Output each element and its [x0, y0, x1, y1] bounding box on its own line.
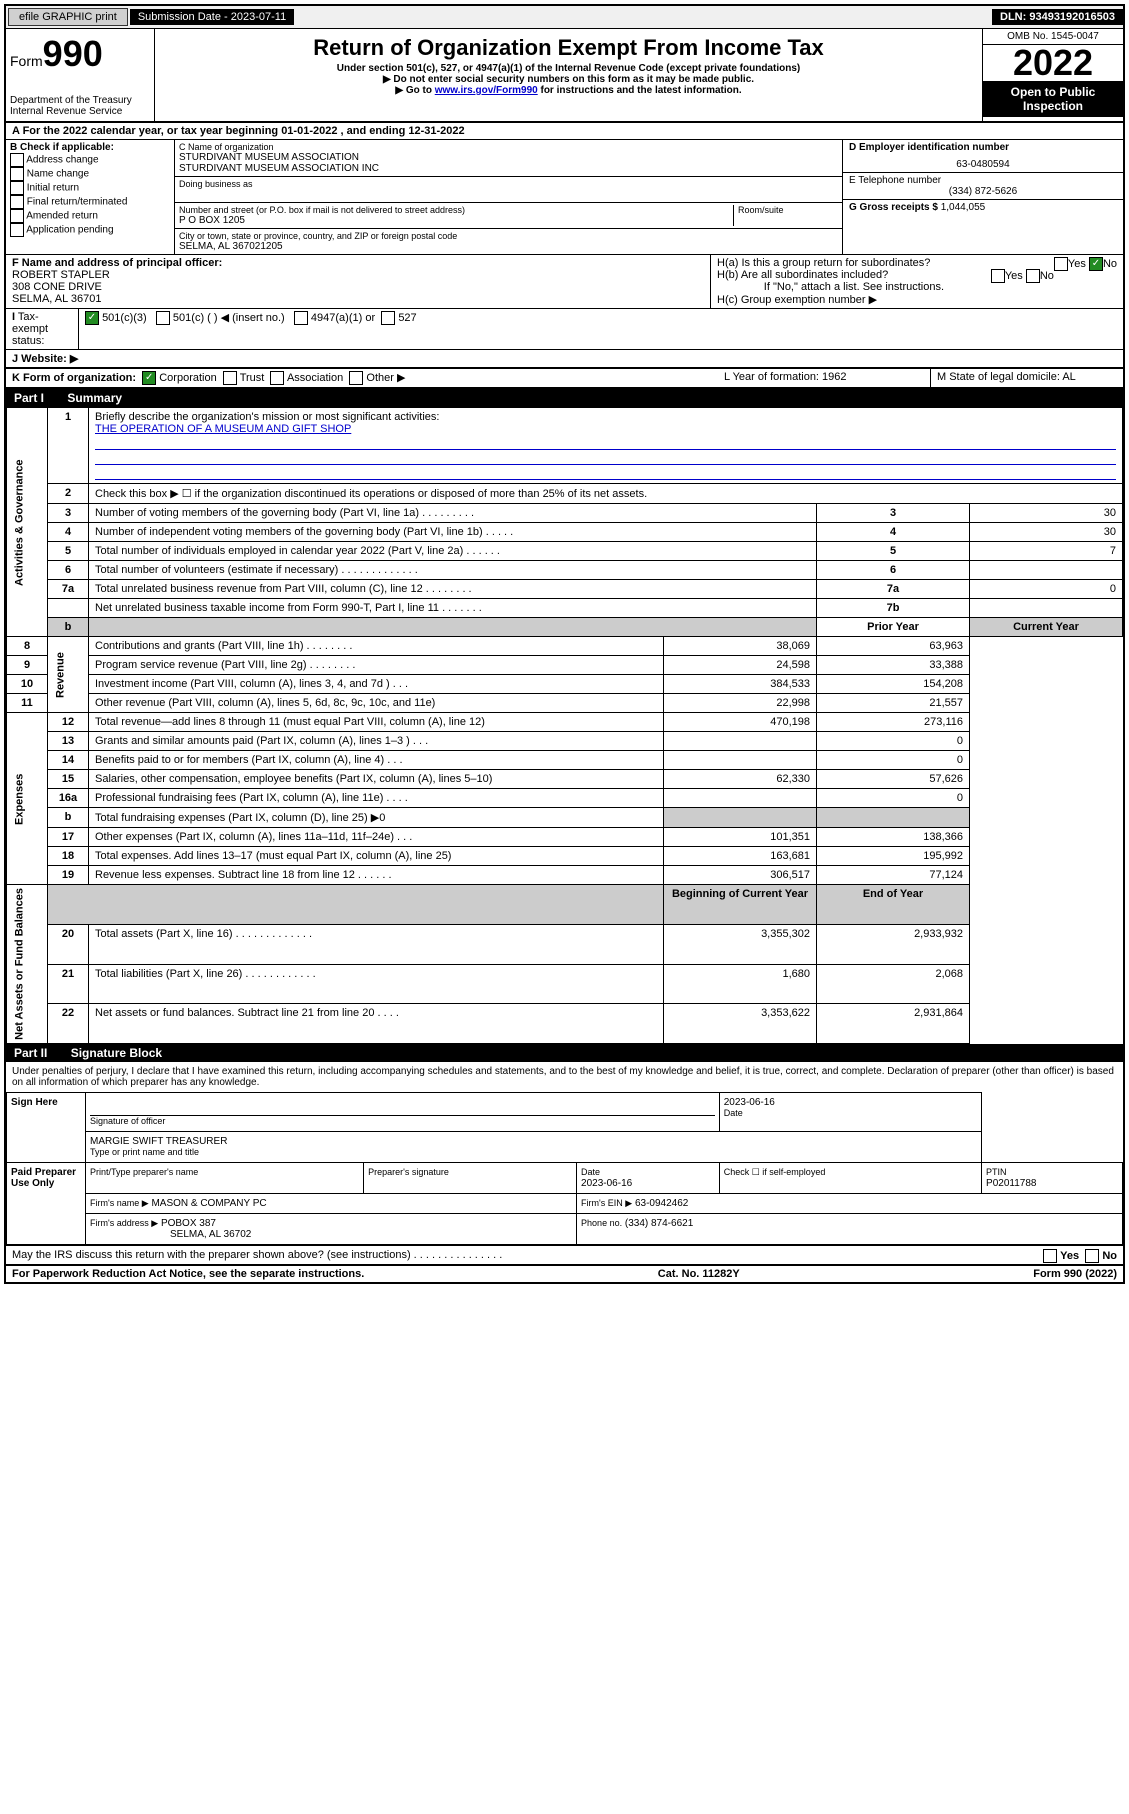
ein-value: 63-0480594: [849, 159, 1117, 170]
irs-no-checkbox[interactable]: [1085, 1249, 1099, 1263]
col-c: C Name of organization STURDIVANT MUSEUM…: [175, 140, 842, 254]
initial-return-checkbox[interactable]: [10, 181, 24, 195]
firm-name: MASON & COMPANY PC: [151, 1198, 266, 1209]
irs-link[interactable]: www.irs.gov/Form990: [435, 85, 538, 96]
revenue-label: Revenue: [48, 637, 89, 713]
open-public-badge: Open to Public Inspection: [983, 81, 1123, 117]
527-checkbox[interactable]: [381, 311, 395, 325]
form-990-container: efile GRAPHIC print Submission Date - 20…: [4, 4, 1125, 1284]
expenses-label: Expenses: [7, 713, 48, 885]
year-formation: L Year of formation: 1962: [718, 369, 931, 387]
penalty-text: Under penalties of perjury, I declare th…: [6, 1062, 1123, 1092]
irs-label: Internal Revenue Service: [10, 106, 150, 117]
ha-yes-checkbox[interactable]: [1054, 257, 1068, 271]
part-1-header: Part I Summary: [6, 389, 1123, 407]
state-domicile: M State of legal domicile: AL: [931, 369, 1123, 387]
subtitle-1: Under section 501(c), 527, or 4947(a)(1)…: [159, 63, 978, 74]
ha-no-checkbox[interactable]: ✓: [1089, 257, 1103, 271]
4947-checkbox[interactable]: [294, 311, 308, 325]
tax-year: 2022: [983, 45, 1123, 81]
col-d: D Employer identification number 63-0480…: [842, 140, 1123, 254]
dept-label: Department of the Treasury: [10, 95, 150, 106]
irs-yes-checkbox[interactable]: [1043, 1249, 1057, 1263]
app-pending-checkbox[interactable]: [10, 223, 24, 237]
cat-no: Cat. No. 11282Y: [658, 1268, 740, 1280]
paid-preparer-label: Paid Preparer Use Only: [7, 1162, 86, 1244]
form-header: Form990 Department of the Treasury Inter…: [6, 29, 1123, 123]
paperwork-notice: For Paperwork Reduction Act Notice, see …: [12, 1268, 364, 1280]
officer-print-name: MARGIE SWIFT TREASURER: [90, 1136, 977, 1147]
subtitle-3: ▶ Go to www.irs.gov/Form990 for instruct…: [159, 85, 978, 96]
phone-value: (334) 872-5626: [849, 186, 1117, 197]
row-i-j: I Tax-exempt status: ✓ 501(c)(3) 501(c) …: [6, 309, 1123, 350]
efile-button[interactable]: efile GRAPHIC print: [8, 8, 128, 26]
dln-label: DLN: 93493192016503: [992, 9, 1123, 25]
assoc-checkbox[interactable]: [270, 371, 284, 385]
corp-checkbox[interactable]: ✓: [142, 371, 156, 385]
col-b: B Check if applicable: Address change Na…: [6, 140, 175, 254]
mission-text: THE OPERATION OF A MUSEUM AND GIFT SHOP: [95, 423, 1116, 435]
row-k: K Form of organization: ✓ Corporation Tr…: [6, 369, 1123, 389]
net-assets-label: Net Assets or Fund Balances: [7, 885, 48, 1044]
form-title: Return of Organization Exempt From Incom…: [159, 35, 978, 61]
sig-date: 2023-06-16: [724, 1097, 977, 1108]
row-a: A For the 2022 calendar year, or tax yea…: [6, 123, 1123, 140]
hb-no-checkbox[interactable]: [1026, 269, 1040, 283]
ptin-value: P02011788: [986, 1178, 1036, 1189]
form-number: Form990: [10, 33, 150, 75]
org-name-1: STURDIVANT MUSEUM ASSOCIATION: [179, 152, 838, 163]
form-footer: Form 990 (2022): [1033, 1268, 1117, 1280]
501c3-checkbox[interactable]: ✓: [85, 311, 99, 325]
footer: For Paperwork Reduction Act Notice, see …: [6, 1264, 1123, 1282]
row-f-h: F Name and address of principal officer:…: [6, 255, 1123, 309]
org-city: SELMA, AL 367021205: [179, 241, 838, 252]
sign-here-label: Sign Here: [7, 1092, 86, 1162]
entity-section: B Check if applicable: Address change Na…: [6, 140, 1123, 255]
firm-ein: 63-0942462: [635, 1198, 688, 1209]
amended-checkbox[interactable]: [10, 209, 24, 223]
governance-label: Activities & Governance: [7, 408, 48, 637]
org-name-2: STURDIVANT MUSEUM ASSOCIATION INC: [179, 163, 838, 174]
row-j: J Website: ▶: [6, 350, 1123, 367]
may-irs-row: May the IRS discuss this return with the…: [6, 1245, 1123, 1264]
other-checkbox[interactable]: [349, 371, 363, 385]
501c-checkbox[interactable]: [156, 311, 170, 325]
hb-yes-checkbox[interactable]: [991, 269, 1005, 283]
top-bar: efile GRAPHIC print Submission Date - 20…: [6, 6, 1123, 29]
firm-phone: (334) 874-6621: [625, 1218, 693, 1229]
gross-receipts: 1,044,055: [941, 202, 986, 213]
trust-checkbox[interactable]: [223, 371, 237, 385]
name-change-checkbox[interactable]: [10, 167, 24, 181]
subtitle-2: ▶ Do not enter social security numbers o…: [159, 74, 978, 85]
final-return-checkbox[interactable]: [10, 195, 24, 209]
submission-date: Submission Date - 2023-07-11: [130, 9, 294, 25]
officer-name: ROBERT STAPLER: [12, 269, 704, 281]
part-2-header: Part II Signature Block: [6, 1044, 1123, 1062]
org-address: P O BOX 1205: [179, 215, 733, 226]
addr-change-checkbox[interactable]: [10, 153, 24, 167]
part-1-table: Activities & Governance 1 Briefly descri…: [6, 407, 1123, 1044]
signature-table: Sign Here Signature of officer 2023-06-1…: [6, 1092, 1123, 1245]
